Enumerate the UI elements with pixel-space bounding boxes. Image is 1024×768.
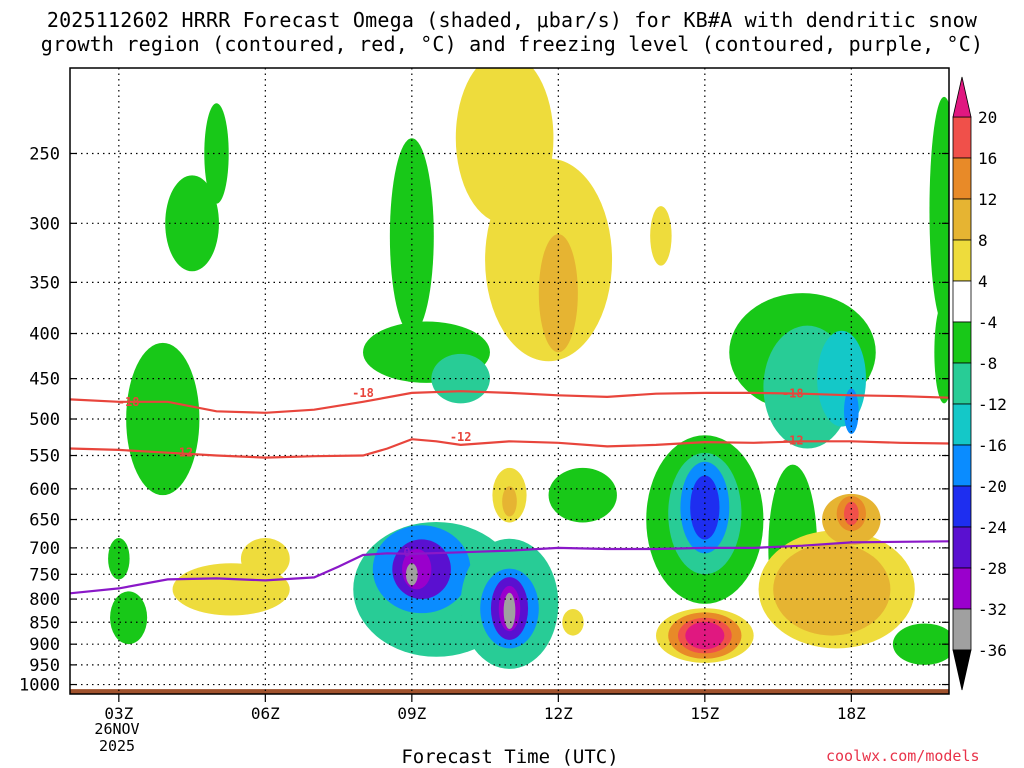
y-tick-label-650: 650 <box>29 511 60 531</box>
colorbar-label--36: -36 <box>978 641 1007 660</box>
contour-label-2: -18 <box>782 387 804 401</box>
colorbar-bin-0 <box>952 116 972 159</box>
y-axis: 2503003504004505005506006507007508008509… <box>19 144 949 696</box>
isotherm-lines <box>70 390 949 595</box>
omega-cell-48 <box>934 301 949 404</box>
contour-label-0: -18 <box>118 395 140 409</box>
y-tick-label-300: 300 <box>29 214 60 234</box>
omega-cell-0 <box>110 591 148 645</box>
colorbar-bin-1 <box>952 157 972 200</box>
omega-cell-2 <box>126 342 200 496</box>
omega-cell-22 <box>538 234 578 353</box>
x-axis: 03Z 06Z 09Z 12Z 15Z 18Z <box>104 694 866 723</box>
x-tick-label-03Z: 03Z <box>104 704 133 723</box>
x-tick-label-15Z: 15Z <box>690 704 719 723</box>
plot-frame <box>69 67 950 695</box>
omega-cell-27 <box>650 206 672 266</box>
date-label-year: 2025 <box>98 737 136 755</box>
y-tick-label-600: 600 <box>29 480 60 500</box>
y-tick-label-750: 750 <box>29 565 60 585</box>
omega-cell-39 <box>844 388 859 435</box>
ground-surface <box>70 689 949 694</box>
contour-label-5: -12 <box>782 434 804 448</box>
colorbar-label--28: -28 <box>978 559 1007 578</box>
contour-label-3: -12 <box>171 446 193 460</box>
colorbar-bin-5 <box>952 321 972 364</box>
colorbar-label--20: -20 <box>978 477 1007 496</box>
contour-label-1: -18 <box>352 386 374 400</box>
y-tick-label-450: 450 <box>29 370 60 390</box>
colorbar-top-arrow <box>952 76 972 118</box>
colorbar-bin-12 <box>952 608 972 651</box>
omega-shading <box>108 68 949 669</box>
omega-cell-46 <box>892 623 949 665</box>
colorbar-label-16: 16 <box>978 149 997 168</box>
y-tick-label-400: 400 <box>29 325 60 345</box>
y-tick-label-700: 700 <box>29 539 60 559</box>
x-axis-label: Forecast Time (UTC) <box>401 746 619 768</box>
site-credit: coolwx.com/models <box>826 747 980 765</box>
omega-cell-42 <box>773 543 891 636</box>
colorbar-bin-2 <box>952 198 972 241</box>
colorbar-label-4: 4 <box>978 272 988 291</box>
y-tick-label-350: 350 <box>29 273 60 293</box>
y-tick-label-850: 850 <box>29 613 60 633</box>
colorbar-bin-6 <box>952 362 972 405</box>
chart-title-line-1: 2025112602 HRRR Forecast Omega (shaded, … <box>46 8 978 32</box>
colorbar-label--16: -16 <box>978 436 1007 455</box>
y-tick-label-950: 950 <box>29 656 60 676</box>
isotherm--12 <box>70 438 949 459</box>
colorbar-bin-7 <box>952 403 972 446</box>
date-label-day: 26NOV <box>94 720 140 738</box>
y-tick-label-1000: 1000 <box>19 676 60 696</box>
colorbar-label-20: 20 <box>978 108 997 127</box>
y-tick-label-800: 800 <box>29 590 60 610</box>
x-tick-label-06Z: 06Z <box>251 704 280 723</box>
omega-cell-19 <box>503 592 516 629</box>
contour-label-4: -12 <box>450 430 472 444</box>
x-tick-label-09Z: 09Z <box>397 704 426 723</box>
colorbar-label--12: -12 <box>978 395 1007 414</box>
isotherm--18 <box>70 390 949 414</box>
date-label: 26NOV 2025 <box>82 721 152 755</box>
y-tick-label-900: 900 <box>29 635 60 655</box>
grid-lines <box>70 68 949 694</box>
chart-title-line-2: growth region (contoured, red, °C) and f… <box>40 32 984 56</box>
colorbar-bin-3 <box>952 239 972 282</box>
y-tick-label-500: 500 <box>29 410 60 430</box>
x-tick-label-12Z: 12Z <box>544 704 573 723</box>
isotherm-0 <box>70 540 949 595</box>
omega-cell-31 <box>690 475 720 540</box>
x-tick-label-18Z: 18Z <box>837 704 866 723</box>
colorbar-bin-8 <box>952 444 972 487</box>
colorbar-label-12: 12 <box>978 190 997 209</box>
colorbar-legend: 20 16 12 8 4 -4 -8 -12 -16 -20 -24 -28 -32 -36 <box>952 76 1007 691</box>
omega-cell-25 <box>548 467 617 523</box>
colorbar-label--8: -8 <box>978 354 997 373</box>
colorbar-label--32: -32 <box>978 600 1007 619</box>
y-tick-label-550: 550 <box>29 447 60 467</box>
contour-labels: -18 -18 -18 -12 -12 -12 0 <box>118 386 804 559</box>
chart-title: 2025112602 HRRR Forecast Omega (shaded, … <box>0 8 1024 56</box>
omega-cell-26 <box>562 608 584 636</box>
colorbar-bin-4 <box>952 280 972 323</box>
omega-cell-7 <box>389 138 434 334</box>
colorbar-label-8: 8 <box>978 231 988 250</box>
colorbar-bin-11 <box>952 567 972 610</box>
colorbar-bottom-arrow <box>952 649 972 691</box>
colorbar-bin-10 <box>952 526 972 569</box>
y-tick-label-250: 250 <box>29 144 60 164</box>
colorbar-label--24: -24 <box>978 518 1007 537</box>
colorbar-bin-9 <box>952 485 972 528</box>
omega-cell-4 <box>204 103 229 204</box>
omega-cell-24 <box>502 486 517 517</box>
colorbar-label--4: -4 <box>978 313 997 332</box>
contour-label-6: 0 <box>403 545 410 559</box>
